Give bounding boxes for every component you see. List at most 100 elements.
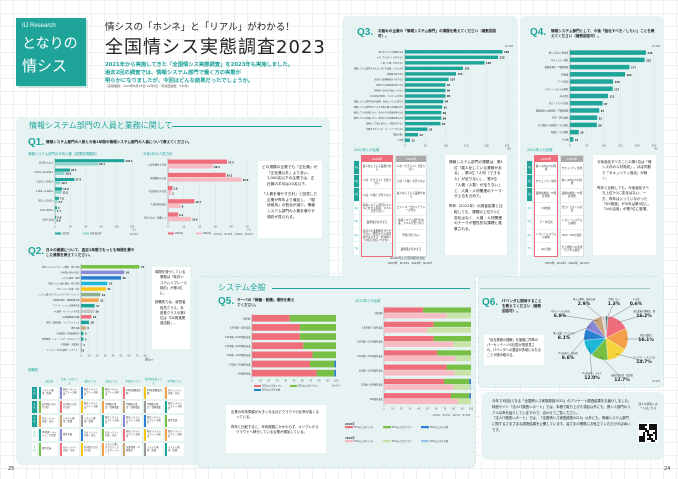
bar bbox=[570, 115, 598, 120]
data-label: 16.7 bbox=[195, 201, 201, 204]
legend-label: 2022年 bbox=[203, 231, 212, 235]
table-cell: 既存システムリプレース検討 bbox=[81, 387, 100, 399]
category-label: 業務として楽しめない、予算が足りない bbox=[366, 122, 403, 126]
qr-module bbox=[643, 426, 645, 428]
tick-label: 150 bbox=[130, 226, 135, 229]
tick-label: 60 bbox=[84, 226, 88, 229]
leader-line bbox=[583, 302, 605, 320]
rank-item: 情報システム部門の知識、スキルが足りない bbox=[396, 216, 426, 229]
data-label: 127 bbox=[614, 88, 619, 91]
stacked-bar-segment bbox=[384, 313, 447, 319]
stacked-bar-segment bbox=[446, 364, 471, 370]
legend-swatch bbox=[383, 426, 391, 429]
qr-module bbox=[647, 434, 649, 436]
n-label: N=259 bbox=[505, 45, 514, 48]
stacked-bar-segment bbox=[444, 378, 470, 385]
tick-label: 0 bbox=[404, 145, 406, 148]
tick-label: 120 bbox=[114, 226, 119, 229]
rank-label: 4位 bbox=[527, 201, 532, 214]
bar bbox=[405, 127, 428, 131]
rank-label: 5位 bbox=[32, 443, 37, 456]
bar bbox=[81, 331, 84, 336]
data-label: 2 bbox=[172, 192, 174, 195]
bar bbox=[55, 177, 75, 182]
data-label: 89 bbox=[443, 112, 447, 115]
stacked-bar-segment bbox=[252, 360, 310, 368]
category-label: その他 bbox=[562, 137, 569, 141]
bar bbox=[168, 217, 192, 222]
table-cell: 社内問い合わせ対応 bbox=[60, 401, 79, 413]
legend-label: 50%以上がその他 bbox=[430, 425, 449, 429]
data-label: 10 bbox=[575, 139, 579, 142]
q1-question: 情報システム部門の人数と今後1年間の情報システム部門の人員について教えてください… bbox=[46, 140, 192, 144]
category-label: 5,000億〜1兆円未満 bbox=[230, 326, 252, 330]
rank-item: 業務量が多すぎる bbox=[396, 243, 426, 256]
leader-line bbox=[567, 334, 588, 358]
tick-label: 80 bbox=[143, 355, 147, 358]
bar bbox=[405, 88, 446, 93]
tick-label: 30 bbox=[69, 226, 73, 229]
data-label: 37.9 bbox=[75, 179, 81, 182]
qr-module bbox=[649, 436, 651, 438]
tick-label: 70 bbox=[309, 380, 312, 383]
tick-label: 250 bbox=[505, 145, 510, 148]
bar bbox=[570, 100, 603, 106]
table-row: 1位 システム運用・監視 既存システムリプレース検討 既存システムリプレース検討 既存シ… bbox=[32, 387, 184, 399]
category-label: エンドユーザ向け研修・レクチャー bbox=[46, 348, 79, 352]
q6-question: ITベンダに期待することを教えてください（複数回答可）。 bbox=[502, 299, 542, 314]
stacked-bar-segment bbox=[299, 333, 336, 340]
rank-label: 2位 bbox=[354, 174, 359, 187]
category-label: 社内の協力体制、プレゼンスが低い bbox=[370, 94, 403, 98]
legend-label: 50%以上がオンプレ bbox=[354, 439, 374, 443]
summary-bullet: 企業の年商規模が大きくなるほどクラウドの比率が高くなっている。 bbox=[231, 410, 320, 420]
data-label: 177 bbox=[631, 67, 636, 70]
rank-item: 人員（人数）が足りない bbox=[396, 175, 426, 188]
bar bbox=[55, 171, 65, 175]
tick-label: 0 bbox=[54, 226, 56, 229]
category-label: その他 bbox=[397, 138, 403, 142]
bar bbox=[81, 270, 125, 275]
tick-label: 90 bbox=[100, 226, 104, 229]
table-cell: システム導入のプロジェクトマネージメント bbox=[102, 443, 121, 456]
summary-bullet: 今後強化すべきことの第1位は「情シス内の人材育成」。ほぼ同数で「セキュリティ強化… bbox=[597, 160, 652, 181]
table-cell: 既存システムリプレース検討 bbox=[123, 415, 142, 427]
tick-label: 30 bbox=[103, 355, 107, 358]
legend-label: 正社員 bbox=[62, 231, 70, 235]
table-column-header: 本部長クラス bbox=[125, 380, 140, 383]
rank-item: BCP・DRの強化 bbox=[561, 229, 583, 242]
rank-column-2022年: 2022年 セキュリティ強化 情シス内の人材育成 業務効率化・IT資産管理 ゼロトラスト… bbox=[560, 155, 584, 257]
q6-number: Q6. bbox=[482, 297, 499, 308]
data-label: 99 bbox=[447, 90, 451, 93]
data-label: 7.6 bbox=[60, 197, 64, 200]
data-label: 1.7 bbox=[57, 210, 61, 213]
slice-label: 判断しない bbox=[609, 297, 620, 301]
summary-bullet: 役職別では、経営者役員クラス、本部長クラスの第1位は「DX推進関連活動」。 bbox=[155, 300, 186, 326]
rank-item: レガシーシステムの刷新 bbox=[535, 229, 557, 242]
data-label: 12 bbox=[411, 139, 415, 142]
tick-label: 70 bbox=[444, 408, 447, 411]
bar bbox=[55, 209, 56, 213]
stacked-bar-segment bbox=[384, 356, 456, 362]
stacked-bar-segment bbox=[289, 314, 336, 322]
lead-line: 明らかになりましたが、今回はどんな結果だったでしょうか。 bbox=[105, 78, 254, 84]
tick-label: 40 bbox=[111, 355, 115, 358]
q4-summary-box: 今後強化すべきことの第1位は「情シス内の人材育成」。ほぼ同数で「セキュリティ強化… bbox=[593, 155, 656, 255]
stacked-bar-segment bbox=[252, 351, 313, 359]
stacked-bar-segment bbox=[384, 341, 454, 347]
stacked-bar-segment bbox=[446, 313, 471, 319]
data-label: 14.6 bbox=[192, 219, 198, 222]
legend-swatch bbox=[254, 389, 261, 391]
table-cell: セキュリティ対策・対応 bbox=[39, 415, 58, 427]
qr-module bbox=[641, 428, 643, 430]
data-label: 46.6 bbox=[243, 179, 249, 182]
tick-label: 0 bbox=[383, 408, 385, 411]
legend-swatch bbox=[383, 440, 391, 443]
summary-text: 「自社業務の理解」を筆頭に同率のパーセンテージの回答が散散見され、ITベンダへの… bbox=[487, 338, 541, 357]
qr-code[interactable] bbox=[638, 423, 658, 443]
qr-module bbox=[639, 438, 641, 440]
category-label: 人員を増やす方針 bbox=[148, 163, 167, 167]
category-label: 情シス内の人材育成 bbox=[549, 51, 569, 55]
bar bbox=[81, 298, 99, 302]
stacked-bar-segment bbox=[450, 393, 470, 399]
bar bbox=[405, 83, 446, 87]
